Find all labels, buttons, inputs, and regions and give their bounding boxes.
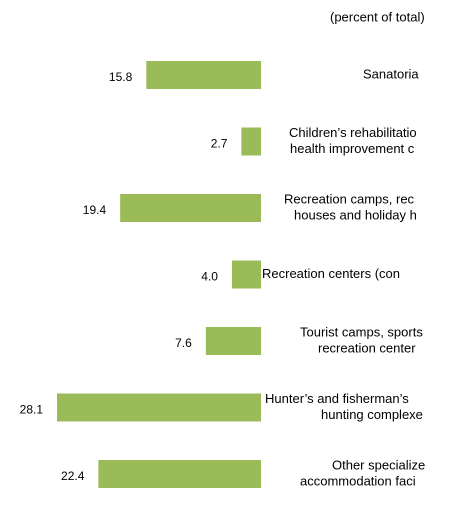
bar <box>241 127 261 156</box>
category-label: Sanatoria <box>363 66 419 81</box>
category-label: houses and holiday h <box>294 207 417 222</box>
category-label: hunting complexe <box>321 407 423 422</box>
value-label: 22.4 <box>61 469 85 483</box>
value-label: 7.6 <box>175 336 192 350</box>
value-label: 4.0 <box>201 270 218 284</box>
value-label: 15.8 <box>109 70 133 84</box>
category-label: Hunter’s and fisherman’s <box>265 391 409 406</box>
bar <box>120 194 261 222</box>
category-label: health improvement c <box>290 141 415 156</box>
category-label: Tourist camps, sports <box>300 324 423 339</box>
chart-subtitle: (percent of total) <box>330 9 425 24</box>
bar <box>231 260 261 289</box>
bar <box>205 327 261 355</box>
value-label: 19.4 <box>83 203 107 217</box>
category-label: Recreation centers (con <box>262 266 400 281</box>
value-label: 2.7 <box>211 137 228 151</box>
category-label: accommodation faci <box>300 473 416 488</box>
value-label: 28.1 <box>20 403 44 417</box>
bar <box>98 460 261 488</box>
category-label: Other specialize <box>332 457 425 472</box>
category-label: Children’s rehabilitatio <box>289 125 417 140</box>
category-label: Recreation camps, rec <box>284 191 415 206</box>
category-label: recreation center <box>318 340 416 355</box>
bar <box>57 393 261 422</box>
bar <box>146 61 261 89</box>
